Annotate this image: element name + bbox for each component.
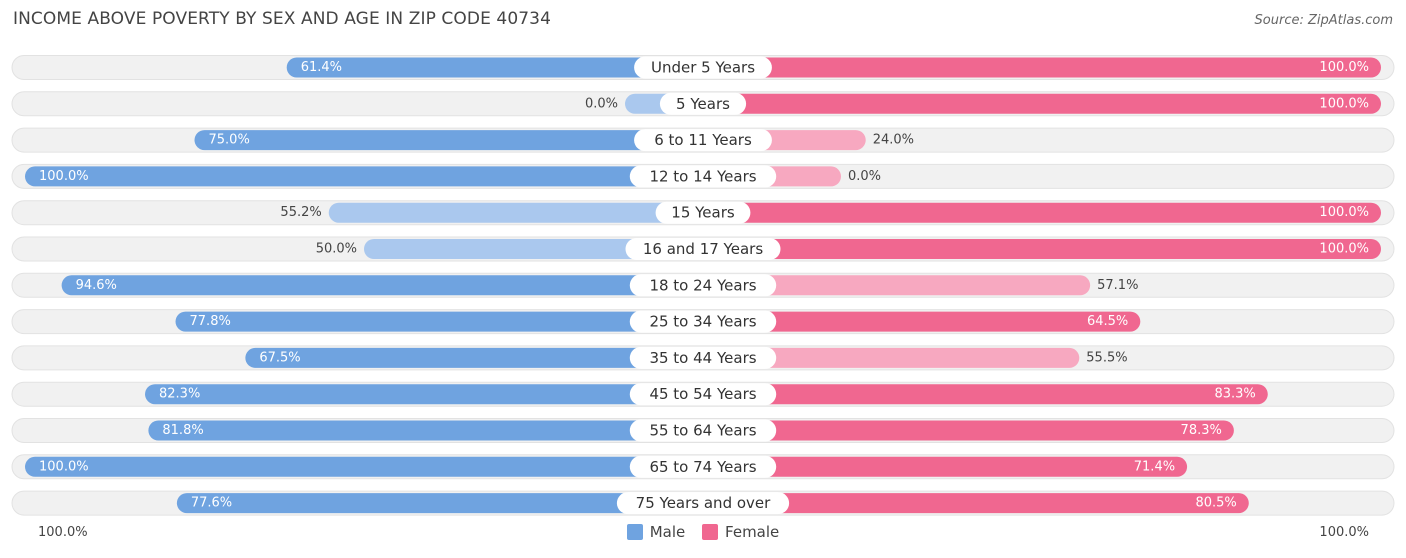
chart-canvas: 61.4% 100.0% Under 5 Years 0.0% 100.0% 5 Year…	[11, 55, 1395, 516]
category-pill	[659, 92, 747, 115]
value-label-female: 80.5%	[1195, 496, 1236, 511]
value-label-male: 81.8%	[162, 423, 203, 438]
bar-female	[703, 493, 1249, 514]
value-label-male: 82.3%	[159, 387, 200, 402]
bar-female	[703, 275, 1091, 296]
value-label-male: 67.5%	[259, 350, 300, 365]
category-label: 12 to 14 Years	[649, 167, 756, 185]
value-label-male: 61.4%	[301, 60, 342, 75]
category-label: 5 Years	[676, 95, 730, 113]
bar-male	[245, 347, 703, 368]
bar-female	[703, 239, 1381, 259]
value-label-male: 100.0%	[39, 169, 89, 184]
category-pill	[629, 310, 777, 333]
bar-male	[25, 456, 703, 477]
category-pill	[616, 492, 790, 515]
value-label-female: 100.0%	[1319, 60, 1369, 75]
category-label: 25 to 34 Years	[649, 313, 756, 331]
category-pill	[655, 201, 751, 224]
category-pill	[629, 455, 777, 478]
value-label-female: 57.1%	[1097, 278, 1138, 293]
category-pill	[629, 274, 777, 297]
bar-female	[703, 384, 1268, 405]
category-label: 45 to 54 Years	[649, 385, 756, 403]
source-note: Source: ZipAtlas.com	[1254, 13, 1393, 28]
bar-male	[176, 493, 703, 514]
value-label-female: 24.0%	[873, 133, 914, 148]
category-pill	[625, 238, 781, 260]
category-pill	[629, 383, 777, 406]
bar-male	[175, 311, 704, 332]
bar-female	[703, 311, 1141, 332]
bar-female	[703, 202, 1381, 223]
bar-male	[145, 384, 704, 405]
bar-male	[194, 130, 703, 151]
value-label-female: 78.3%	[1181, 423, 1222, 438]
value-label-male: 0.0%	[585, 96, 618, 111]
legend-item-male: Male	[626, 523, 686, 541]
bar-female	[703, 57, 1381, 78]
category-label: 15 Years	[671, 204, 735, 222]
category-label: 6 to 11 Years	[654, 131, 752, 149]
value-label-female: 55.5%	[1086, 350, 1127, 365]
value-label-male: 50.0%	[316, 242, 357, 257]
category-label: 55 to 64 Years	[649, 422, 756, 440]
value-label-male: 75.0%	[209, 133, 250, 148]
bar-female	[703, 420, 1234, 441]
category-label: 35 to 44 Years	[649, 349, 756, 367]
value-label-female: 100.0%	[1319, 205, 1369, 220]
value-label-male: 77.8%	[190, 314, 231, 329]
value-label-female: 0.0%	[848, 169, 881, 184]
category-label: 16 and 17 Years	[643, 240, 763, 258]
category-pill	[634, 56, 772, 79]
bar-male	[148, 420, 703, 441]
value-label-female: 83.3%	[1214, 387, 1255, 402]
bar-male	[286, 57, 703, 78]
axis-left-label: 100.0%	[38, 525, 88, 540]
legend: Male Female	[0, 523, 1406, 544]
legend-swatch-male	[626, 524, 643, 540]
bar-male	[25, 166, 703, 187]
category-pill	[629, 165, 777, 188]
bar-male	[328, 202, 703, 223]
bar-female	[703, 93, 1381, 114]
value-label-female: 71.4%	[1134, 459, 1175, 474]
value-label-female: 100.0%	[1319, 96, 1369, 111]
bar-male	[364, 239, 703, 259]
legend-label-male: Male	[649, 523, 686, 541]
value-label-male: 94.6%	[76, 278, 117, 293]
category-label: 65 to 74 Years	[649, 458, 756, 476]
category-label: Under 5 Years	[651, 59, 755, 77]
bar-male	[61, 275, 703, 296]
value-label-male: 100.0%	[39, 459, 89, 474]
category-pill	[629, 346, 777, 369]
value-label-female: 100.0%	[1319, 242, 1369, 257]
value-label-female: 64.5%	[1087, 314, 1128, 329]
category-pill	[629, 419, 777, 442]
chart-title: INCOME ABOVE POVERTY BY SEX AND AGE IN Z…	[13, 9, 552, 29]
value-label-male: 77.6%	[191, 496, 232, 511]
category-label: 75 Years and over	[636, 494, 771, 512]
axis-right-label: 100.0%	[1319, 525, 1369, 540]
bar-female	[703, 456, 1188, 477]
legend-label-female: Female	[725, 523, 780, 541]
category-label: 18 to 24 Years	[649, 276, 756, 294]
bar-female	[703, 347, 1080, 368]
category-pill	[634, 129, 772, 152]
legend-item-female: Female	[702, 523, 779, 541]
value-label-male: 55.2%	[280, 205, 321, 220]
legend-swatch-female	[702, 524, 719, 540]
